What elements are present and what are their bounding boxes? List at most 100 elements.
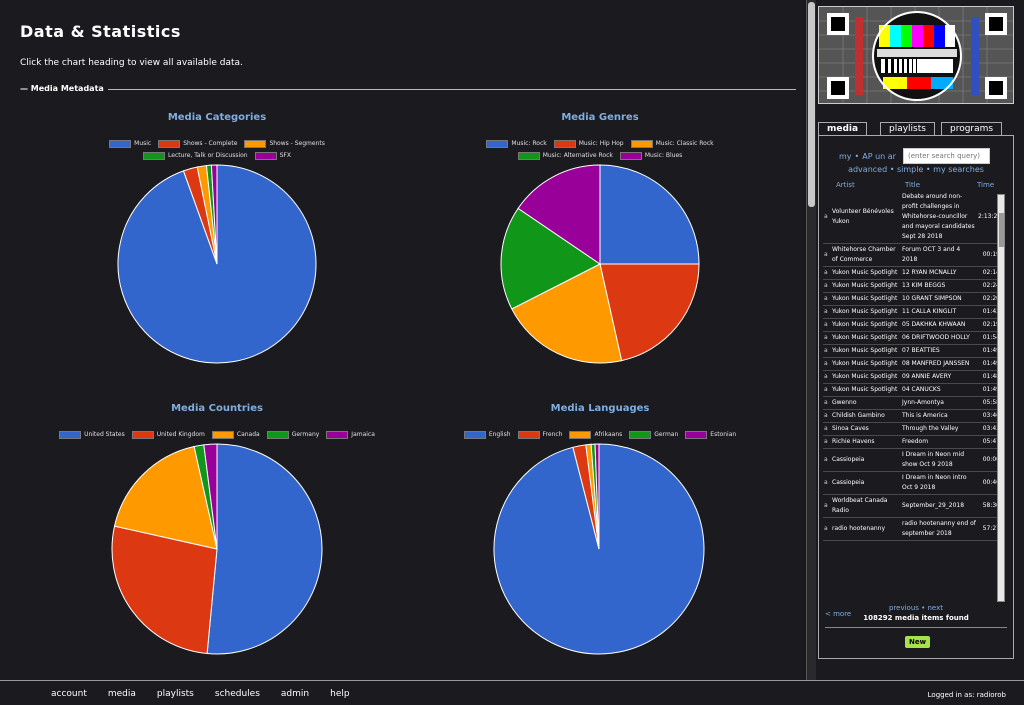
nav-account[interactable]: account	[51, 689, 87, 699]
media-row-action[interactable]: a	[824, 347, 828, 354]
media-row[interactable]: a Yukon Music Spotlight 08 MANFRED JANSSEN…	[823, 358, 1003, 371]
tab-playlists[interactable]: playlists	[880, 122, 935, 136]
media-row-title: I Dream in Neon intro Oct 9 2018	[902, 474, 967, 491]
media-row-action[interactable]: a	[824, 334, 828, 341]
legend-swatch	[131, 430, 154, 439]
nav-playlists[interactable]: playlists	[156, 689, 194, 699]
media-row-action[interactable]: a	[824, 213, 828, 220]
media-row-action[interactable]: a	[824, 295, 828, 302]
media-row-action[interactable]: a	[824, 479, 828, 486]
media-panel: my • AP un ar advanced • simple • my sea…	[818, 135, 1014, 659]
media-row[interactable]: a Volunteer Bénévoles Yukon Debate around …	[823, 191, 1003, 244]
search-mode-links[interactable]: advanced • simple • my searches	[848, 165, 984, 174]
media-row[interactable]: a Yukon Music Spotlight 12 RYAN MCNALLY 02:…	[823, 267, 1003, 280]
media-row[interactable]: a radio hootenanny radio hootenanny end of…	[823, 518, 1003, 541]
media-row-action[interactable]: a	[824, 321, 828, 328]
search-my-link[interactable]: my	[839, 151, 852, 161]
column-time[interactable]: Time	[977, 181, 995, 189]
media-row[interactable]: a Sinoa Caves Through the Valley 03:43	[823, 423, 1003, 436]
section-label[interactable]: — Media Metadata	[20, 84, 108, 93]
media-row-action[interactable]: a	[824, 412, 828, 419]
media-row[interactable]: a Childish Gambino This is America 03:46	[823, 410, 1003, 423]
media-row-title: 08 MANFRED JANSSEN	[902, 360, 970, 367]
media-row-title: 05 DAKHKA KHWAAN	[902, 321, 966, 328]
pie-slice	[113, 445, 218, 550]
main-scrollbar[interactable]	[806, 0, 816, 680]
media-row-action[interactable]: a	[824, 373, 828, 380]
media-row-artist: Volunteer Bénévoles Yukon	[832, 208, 894, 225]
media-row-artist: Cassiopeia	[832, 479, 865, 486]
media-row-action[interactable]: a	[824, 386, 828, 393]
media-row[interactable]: a Yukon Music Spotlight 10 GRANT SIMPSON 02…	[823, 293, 1003, 306]
media-list-scrollbar[interactable]	[997, 194, 1005, 602]
legend-swatch	[158, 139, 181, 148]
test-pattern-logo	[819, 7, 1013, 103]
legend-entry: Shows - Segments	[244, 139, 325, 148]
media-row[interactable]: a Yukon Music Spotlight 11 CALLA KINGLIT 01…	[823, 306, 1003, 319]
search-row: my • AP un ar	[839, 148, 990, 164]
media-row[interactable]: a Yukon Music Spotlight 05 DAKHKA KHWAAN 02…	[823, 319, 1003, 332]
legend-label: Jamaica	[351, 431, 375, 438]
media-row-time: 01:48	[982, 373, 1000, 380]
new-button[interactable]: New	[905, 636, 931, 648]
media-row-action[interactable]: a	[824, 399, 828, 406]
legend-swatch	[254, 151, 277, 160]
search-input[interactable]	[902, 148, 990, 164]
legend-label: Music: Classic Rock	[655, 140, 714, 147]
footer: account media playlists schedules admin …	[0, 680, 1024, 705]
chart-title-categories[interactable]: Media Categories	[167, 112, 267, 123]
pie-slice	[210, 164, 218, 265]
legend-swatch	[326, 430, 349, 439]
media-row-action[interactable]: a	[824, 269, 828, 276]
column-title[interactable]: Title	[905, 181, 921, 189]
media-row-action[interactable]: a	[824, 456, 828, 463]
media-row-title: Freedom	[902, 438, 929, 445]
media-row[interactable]: a Worldbeat Canada Radio September_29_2018…	[823, 495, 1003, 518]
legend-label: English	[488, 431, 511, 438]
chart-title-countries[interactable]: Media Countries	[171, 403, 263, 414]
search-scope-link[interactable]: AP un ar	[862, 151, 896, 161]
media-row[interactable]: a Gwenno Jynn-Amontya 05:58	[823, 397, 1003, 410]
pager-links[interactable]: previous • next	[888, 604, 943, 612]
media-row[interactable]: a Yukon Music Spotlight 13 KIM BEGGS 02:24	[823, 280, 1003, 293]
media-row-artist: Yukon Music Spotlight	[832, 269, 898, 276]
legend-swatch	[553, 139, 576, 148]
media-row[interactable]: a Yukon Music Spotlight 04 CANUCKS 01:49	[823, 384, 1003, 397]
tab-media[interactable]: media	[818, 122, 868, 136]
media-row[interactable]: a Yukon Music Spotlight 07 BEATTIES 01:49	[823, 345, 1003, 358]
pie-slice	[517, 164, 601, 265]
nav-schedules[interactable]: schedules	[214, 689, 260, 699]
media-row-action[interactable]: a	[824, 282, 828, 289]
items-found-count: 108292 media items found	[863, 614, 969, 622]
media-list-scrollbar-thumb[interactable]	[999, 213, 1004, 247]
more-link[interactable]: < more	[825, 610, 852, 618]
chart-title-genres[interactable]: Media Genres	[561, 112, 639, 123]
media-row[interactable]: a Whitehorse Chamber of Commerce Forum OCT…	[823, 244, 1003, 267]
media-row-action[interactable]: a	[824, 308, 828, 315]
media-row-action[interactable]: a	[824, 438, 828, 445]
media-row-artist: Yukon Music Spotlight	[832, 347, 898, 354]
legend-label: Music	[134, 140, 152, 147]
media-row[interactable]: a Yukon Music Spotlight 06 DRIFTWOOD HOLLY…	[823, 332, 1003, 345]
media-row-action[interactable]: a	[824, 525, 828, 532]
media-row[interactable]: a Cassiopeia I Dream in Neon intro Oct 9 2…	[823, 472, 1003, 495]
media-row-action[interactable]: a	[824, 502, 828, 509]
legend-label: Music: Rock	[511, 140, 547, 147]
tab-programs[interactable]: programs	[941, 122, 1003, 136]
media-row-action[interactable]: a	[824, 360, 828, 367]
nav-admin[interactable]: admin	[280, 689, 310, 699]
chart-title-languages[interactable]: Media Languages	[550, 403, 650, 414]
media-row-action[interactable]: a	[824, 251, 828, 258]
media-row[interactable]: a Yukon Music Spotlight 09 ANNIE AVERY 01:4…	[823, 371, 1003, 384]
media-row[interactable]: a Richie Havens Freedom 05:47	[823, 436, 1003, 449]
media-row-action[interactable]: a	[824, 425, 828, 432]
media-row-time: 00:06	[982, 456, 1000, 463]
column-artist[interactable]: Artist	[836, 181, 855, 189]
media-row-time: 00:19	[982, 251, 1000, 258]
legend-swatch	[266, 430, 289, 439]
media-row[interactable]: a Cassiopeia I Dream in Neon mid show Oct …	[823, 449, 1003, 472]
nav-media[interactable]: media	[107, 689, 136, 699]
nav-help[interactable]: help	[330, 689, 350, 699]
media-row-title: Through the Valley	[902, 425, 959, 432]
main-scrollbar-thumb[interactable]	[808, 2, 815, 207]
